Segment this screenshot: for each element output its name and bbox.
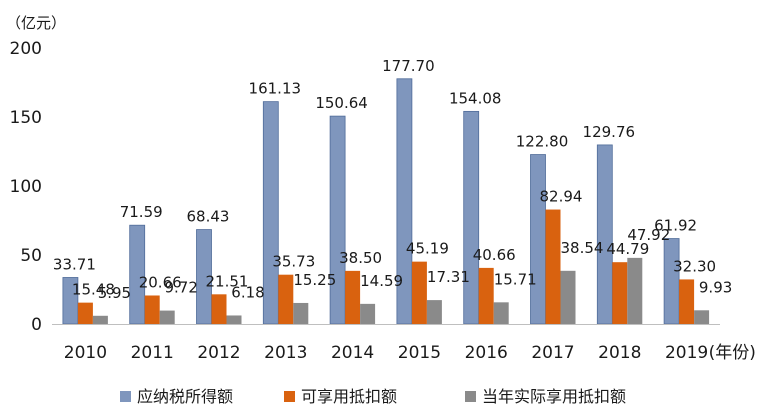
bar-3-2 bbox=[293, 302, 309, 324]
bar-1-2 bbox=[159, 310, 175, 324]
data-label: 15.71 bbox=[494, 270, 537, 288]
x-category-label: 2016 bbox=[465, 343, 508, 363]
data-label: 177.70 bbox=[382, 57, 435, 75]
data-label: 35.73 bbox=[272, 253, 315, 271]
data-label: 82.94 bbox=[540, 188, 583, 206]
data-label: 9.93 bbox=[699, 278, 732, 296]
y-unit-label: （亿元） bbox=[6, 14, 66, 32]
bar-4-2 bbox=[360, 303, 376, 324]
x-category-label: 2012 bbox=[197, 343, 240, 363]
data-label: 6.18 bbox=[231, 283, 264, 301]
x-category-label: 2019 bbox=[665, 343, 708, 363]
bar-4-0 bbox=[329, 115, 346, 325]
data-label: 61.92 bbox=[654, 217, 697, 235]
data-label: 68.43 bbox=[187, 208, 230, 226]
legend: 应纳税所得额 可享用抵扣额 当年实际享用抵扣额 bbox=[120, 387, 626, 406]
y-tick-label: 0 bbox=[31, 315, 42, 335]
bar-7-0 bbox=[530, 154, 546, 325]
bar-0-1 bbox=[77, 302, 93, 324]
x-axis-categories: 2010 2011 2012 2013 2014 2015 2016 2017 2018 2019… bbox=[64, 343, 756, 363]
bar-6-2 bbox=[493, 302, 509, 324]
y-tick-label: 200 bbox=[10, 39, 42, 59]
bar-6-0 bbox=[463, 110, 480, 325]
legend-label: 当年实际享用抵扣额 bbox=[482, 387, 626, 406]
bar-9-1 bbox=[679, 279, 695, 324]
bars bbox=[62, 78, 710, 325]
data-label: 129.76 bbox=[583, 123, 636, 141]
bar-3-1 bbox=[278, 274, 294, 324]
x-category-label: 2017 bbox=[531, 343, 574, 363]
x-category-label: 2015 bbox=[398, 343, 441, 363]
data-label: 44.79 bbox=[606, 240, 649, 258]
legend-label: 应纳税所得额 bbox=[137, 387, 233, 406]
data-label: 14.59 bbox=[360, 272, 403, 290]
data-label: 20.66 bbox=[139, 273, 182, 291]
legend-swatch bbox=[465, 391, 476, 402]
bar-9-0 bbox=[663, 238, 680, 325]
bar-2-1 bbox=[211, 294, 227, 324]
data-label: 45.19 bbox=[406, 240, 449, 258]
x-category-label: 2010 bbox=[64, 343, 107, 363]
data-label: 122.80 bbox=[516, 133, 569, 151]
x-axis-unit: (年份) bbox=[709, 343, 756, 363]
bar-4-1 bbox=[345, 270, 361, 324]
bar-8-0 bbox=[596, 144, 613, 325]
bar-0-2 bbox=[92, 315, 108, 324]
bar-6-1 bbox=[478, 267, 494, 324]
bar-8-2 bbox=[627, 257, 643, 324]
bar-9-2 bbox=[694, 310, 710, 324]
bar-5-2 bbox=[426, 300, 442, 324]
bar-5-1 bbox=[411, 261, 427, 324]
y-tick-label: 50 bbox=[20, 246, 42, 266]
legend-label: 可享用抵扣额 bbox=[301, 387, 397, 406]
x-category-label: 2011 bbox=[131, 343, 174, 363]
x-category-label: 2018 bbox=[598, 343, 641, 363]
data-label: 40.66 bbox=[473, 246, 516, 264]
data-label: 33.71 bbox=[53, 255, 96, 273]
data-label: 154.08 bbox=[449, 89, 502, 107]
data-label: 9.72 bbox=[164, 279, 197, 297]
bar-8-1 bbox=[612, 262, 628, 324]
data-label: 71.59 bbox=[120, 203, 163, 221]
data-label: 150.64 bbox=[315, 94, 368, 112]
data-labels: 33.71 71.59 68.43 161.13 150.64 177.70 154.08 1… bbox=[53, 57, 732, 302]
data-label: 17.31 bbox=[427, 268, 470, 286]
bar-2-2 bbox=[226, 315, 242, 324]
data-label: 38.54 bbox=[561, 239, 604, 257]
legend-swatch bbox=[284, 391, 295, 402]
legend-swatch bbox=[120, 391, 131, 402]
x-category-label: 2013 bbox=[264, 343, 307, 363]
y-axis-ticks: 0 50 100 150 200 bbox=[10, 39, 42, 335]
bar-7-2 bbox=[560, 270, 576, 324]
data-label: 32.30 bbox=[673, 257, 716, 275]
y-tick-label: 150 bbox=[10, 108, 42, 128]
bar-1-1 bbox=[144, 295, 160, 324]
data-label: 47.92 bbox=[627, 226, 670, 244]
y-tick-label: 100 bbox=[10, 177, 42, 197]
bar-7-1 bbox=[545, 209, 561, 324]
data-label: 21.51 bbox=[206, 272, 249, 290]
data-label: 15.48 bbox=[72, 281, 115, 299]
data-label: 15.25 bbox=[293, 271, 336, 289]
data-label: 5.95 bbox=[98, 284, 131, 302]
data-label: 38.50 bbox=[339, 249, 382, 267]
bar-3-0 bbox=[262, 101, 279, 325]
x-category-label: 2014 bbox=[331, 343, 374, 363]
data-label: 161.13 bbox=[249, 80, 302, 98]
